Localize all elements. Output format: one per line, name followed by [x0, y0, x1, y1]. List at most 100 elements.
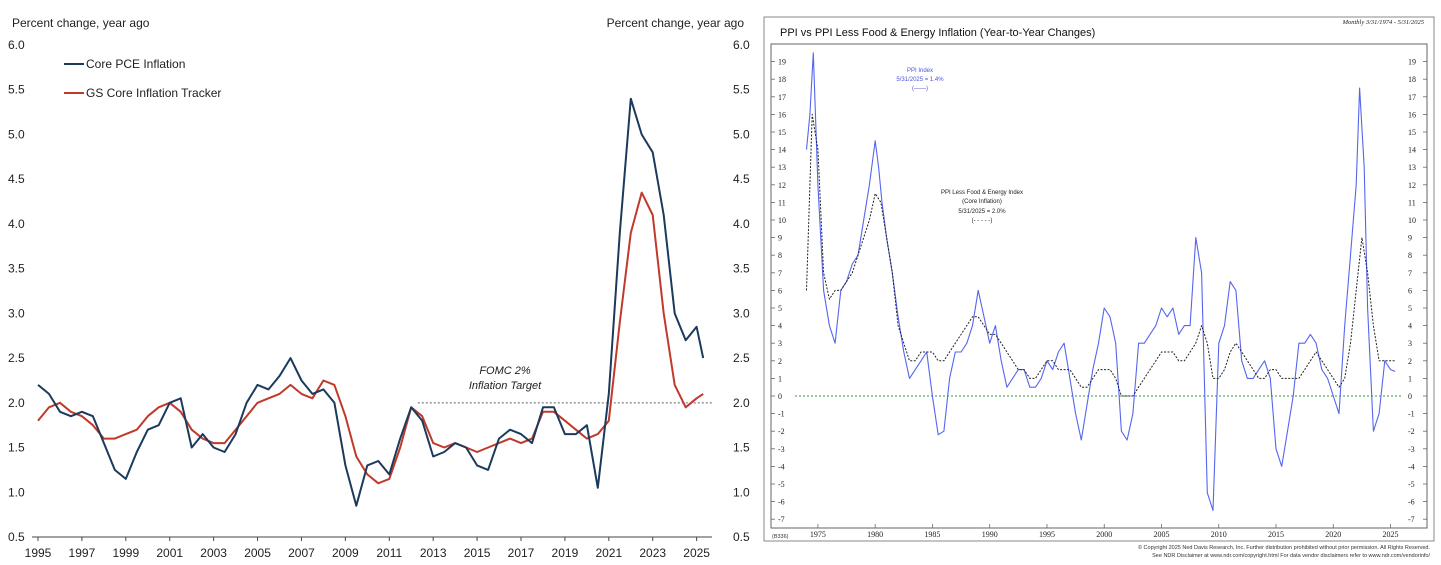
- core-annotation: PPI Less Food & Energy Index (Core Infla…: [941, 190, 1023, 224]
- r-right-y-tick-6: 6: [1408, 286, 1412, 295]
- left-y-tick-3-5: 3.5: [8, 262, 25, 276]
- left-x-tick-1995: 1995: [25, 546, 52, 560]
- r-left-y-tick-0: 0: [778, 392, 782, 401]
- left-y-tick-5-5: 5.5: [8, 83, 25, 97]
- right-x-ticks: 1975 1980 1985 1990 1995 2000 2005 2010 2015 2020…: [810, 524, 1399, 539]
- left-x-ticks: 1995 1997 1999 2001 2003 2005 2007 2009 2011 2013…: [25, 537, 710, 560]
- ppi-annotation-line2: 5/31/2025 = 1.4%: [896, 77, 944, 83]
- right-chart-title: PPI vs PPI Less Food & Energy Inflation …: [780, 27, 1095, 39]
- left-x-tick-2003: 2003: [200, 546, 227, 560]
- r-left-y-tick-17: 17: [778, 93, 786, 102]
- r-left-y-tick-2: 2: [778, 357, 782, 366]
- ppi-annotation-line3: (——): [912, 86, 928, 92]
- r-x-tick-1995: 1995: [1039, 530, 1055, 539]
- r-left-y-tick-6: -6: [778, 498, 785, 507]
- right-series-group: [805, 52, 1396, 511]
- right-chart-outer-frame: [763, 16, 1435, 542]
- left-x-tick-2001: 2001: [156, 546, 183, 560]
- r-left-y-tick-4: 4: [778, 322, 782, 331]
- r-left-y-tick-13: 13: [778, 163, 786, 172]
- left-x-tick-2019: 2019: [552, 546, 579, 560]
- r-x-tick-2010: 2010: [1211, 530, 1227, 539]
- left-y-tick-0-5: 0.5: [8, 530, 25, 544]
- left-y-tick-2-5: 2.5: [8, 351, 25, 365]
- core-annotation-line3: 5/31/2025 = 2.0%: [958, 209, 1006, 215]
- right-y-tick-2-0: 2.0: [733, 396, 750, 410]
- fomc-label-line2: Inflation Target: [469, 380, 542, 392]
- r-left-y-tick-3: -3: [778, 445, 785, 454]
- core-annotation-line1: PPI Less Food & Energy Index: [941, 190, 1023, 196]
- r-right-y-tick-3: 3: [1408, 339, 1412, 348]
- right-y-ticks-right: 191817161514131211109876543210-1-2-3-4-5…: [1408, 58, 1427, 524]
- r-x-tick-1990: 1990: [982, 530, 998, 539]
- r-x-tick-2000: 2000: [1096, 530, 1112, 539]
- r-left-y-tick-5: -5: [778, 480, 785, 489]
- left-y-ticks: 6.0 5.5 5.0 4.5 4.0 3.5 3.0 2.5 2.0 1.5 1.0 0.5: [8, 38, 25, 544]
- left-y-tick-5-0: 5.0: [8, 127, 25, 141]
- left-y-tick-1-5: 1.5: [8, 441, 25, 455]
- series-line-ppi-index: [805, 52, 1396, 511]
- r-left-y-tick-1: 1: [778, 374, 782, 383]
- r-x-tick-1975: 1975: [810, 530, 826, 539]
- r-right-y-tick-12: 12: [1408, 181, 1416, 190]
- r-right-y-tick-14: 14: [1408, 146, 1416, 155]
- r-left-y-tick-16: 16: [778, 110, 786, 119]
- right-y-axis-title: Percent change, year ago: [607, 16, 745, 30]
- left-y-ticks-right: 6.0 5.5 5.0 4.5 4.0 3.5 3.0 2.5 2.0 1.5 1.0 0.5: [733, 38, 750, 544]
- right-y-tick-3-0: 3.0: [733, 306, 750, 320]
- left-chart: Percent change, year ago Percent change,…: [8, 16, 750, 560]
- series-line-ppi-less-food-energy-index: [806, 113, 1396, 397]
- r-x-tick-1980: 1980: [867, 530, 883, 539]
- fomc-label-line1: FOMC 2%: [479, 365, 531, 377]
- r-left-y-tick-2: -2: [778, 427, 785, 436]
- left-series-group: [37, 97, 705, 507]
- left-legend: Core PCE Inflation GS Core Inflation Tra…: [64, 57, 221, 100]
- left-x-tick-2017: 2017: [508, 546, 535, 560]
- r-right-y-tick-4: -4: [1408, 462, 1415, 471]
- r-right-y-tick-19: 19: [1408, 58, 1416, 67]
- left-x-tick-2005: 2005: [244, 546, 271, 560]
- legend-label-core-pce: Core PCE Inflation: [86, 57, 185, 71]
- right-chart-subtitle: Monthly 3/31/1974 - 5/31/2025: [1342, 19, 1425, 26]
- r-left-y-tick-8: 8: [778, 251, 782, 260]
- left-y-tick-1-0: 1.0: [8, 485, 25, 499]
- right-y-tick-2-5: 2.5: [733, 351, 750, 365]
- r-right-y-tick-7: -7: [1408, 515, 1415, 524]
- r-left-y-tick-3: 3: [778, 339, 782, 348]
- series-line-gs-core-inflation-tracker: [37, 191, 704, 485]
- right-y-tick-1-5: 1.5: [733, 441, 750, 455]
- r-right-y-tick-1: 1: [1408, 374, 1412, 383]
- r-left-y-tick-4: -4: [778, 462, 785, 471]
- r-right-y-tick-17: 17: [1408, 93, 1416, 102]
- left-y-tick-4-0: 4.0: [8, 217, 25, 231]
- core-annotation-line4: (- - - - -): [972, 218, 993, 224]
- right-chart: PPI vs PPI Less Food & Energy Inflation …: [763, 16, 1435, 559]
- left-x-tick-2011: 2011: [376, 546, 402, 560]
- r-x-tick-1985: 1985: [924, 530, 940, 539]
- series-line-core-pce-inflation: [37, 97, 705, 507]
- r-left-y-tick-7: 7: [778, 269, 782, 278]
- r-x-tick-2015: 2015: [1268, 530, 1284, 539]
- left-y-tick-4-5: 4.5: [8, 172, 25, 186]
- r-right-y-tick-16: 16: [1408, 110, 1416, 119]
- r-x-tick-2020: 2020: [1325, 530, 1341, 539]
- right-y-tick-4-0: 4.0: [733, 217, 750, 231]
- left-x-tick-2009: 2009: [332, 546, 359, 560]
- r-right-y-tick-13: 13: [1408, 163, 1416, 172]
- legend-label-gs-core: GS Core Inflation Tracker: [86, 86, 221, 100]
- ppi-annotation-line1: PPI Index: [907, 68, 933, 74]
- left-x-tick-2015: 2015: [464, 546, 491, 560]
- r-left-y-tick-19: 19: [778, 58, 786, 67]
- left-x-tick-2021: 2021: [595, 546, 622, 560]
- r-right-y-tick-6: -6: [1408, 498, 1415, 507]
- right-y-tick-6-0: 6.0: [733, 38, 750, 52]
- r-right-y-tick-18: 18: [1408, 75, 1416, 84]
- r-right-y-tick-5: 5: [1408, 304, 1412, 313]
- left-x-tick-2025: 2025: [683, 546, 710, 560]
- right-y-tick-3-5: 3.5: [733, 262, 750, 276]
- r-left-y-tick-7: -7: [778, 515, 785, 524]
- r-right-y-tick-2: 2: [1408, 357, 1412, 366]
- r-right-y-tick-15: 15: [1408, 128, 1416, 137]
